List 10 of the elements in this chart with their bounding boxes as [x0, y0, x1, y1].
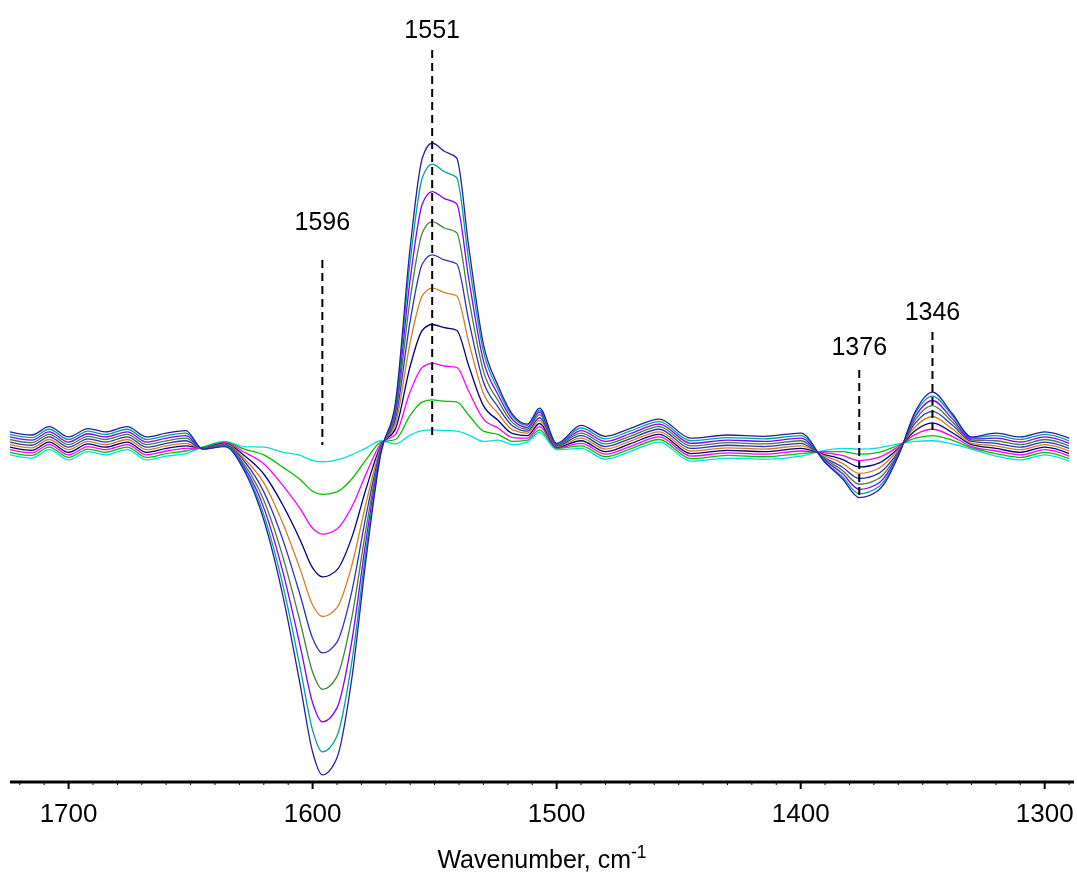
x-tick-label: 1700: [39, 798, 98, 828]
ref-line-label: 1551: [404, 15, 460, 43]
ref-line-label: 1346: [904, 297, 961, 325]
x-axis-title: Wavenumber, cm$^{-1}$: [437, 842, 647, 873]
ref-line-label: 1596: [294, 207, 351, 235]
x-tick-label: 1400: [771, 798, 830, 828]
ref-line-label: 1376: [831, 332, 888, 360]
x-tick-label: 1600: [283, 798, 342, 828]
x-tick-label: 1300: [1015, 798, 1074, 828]
x-tick-label: 1500: [527, 798, 586, 828]
